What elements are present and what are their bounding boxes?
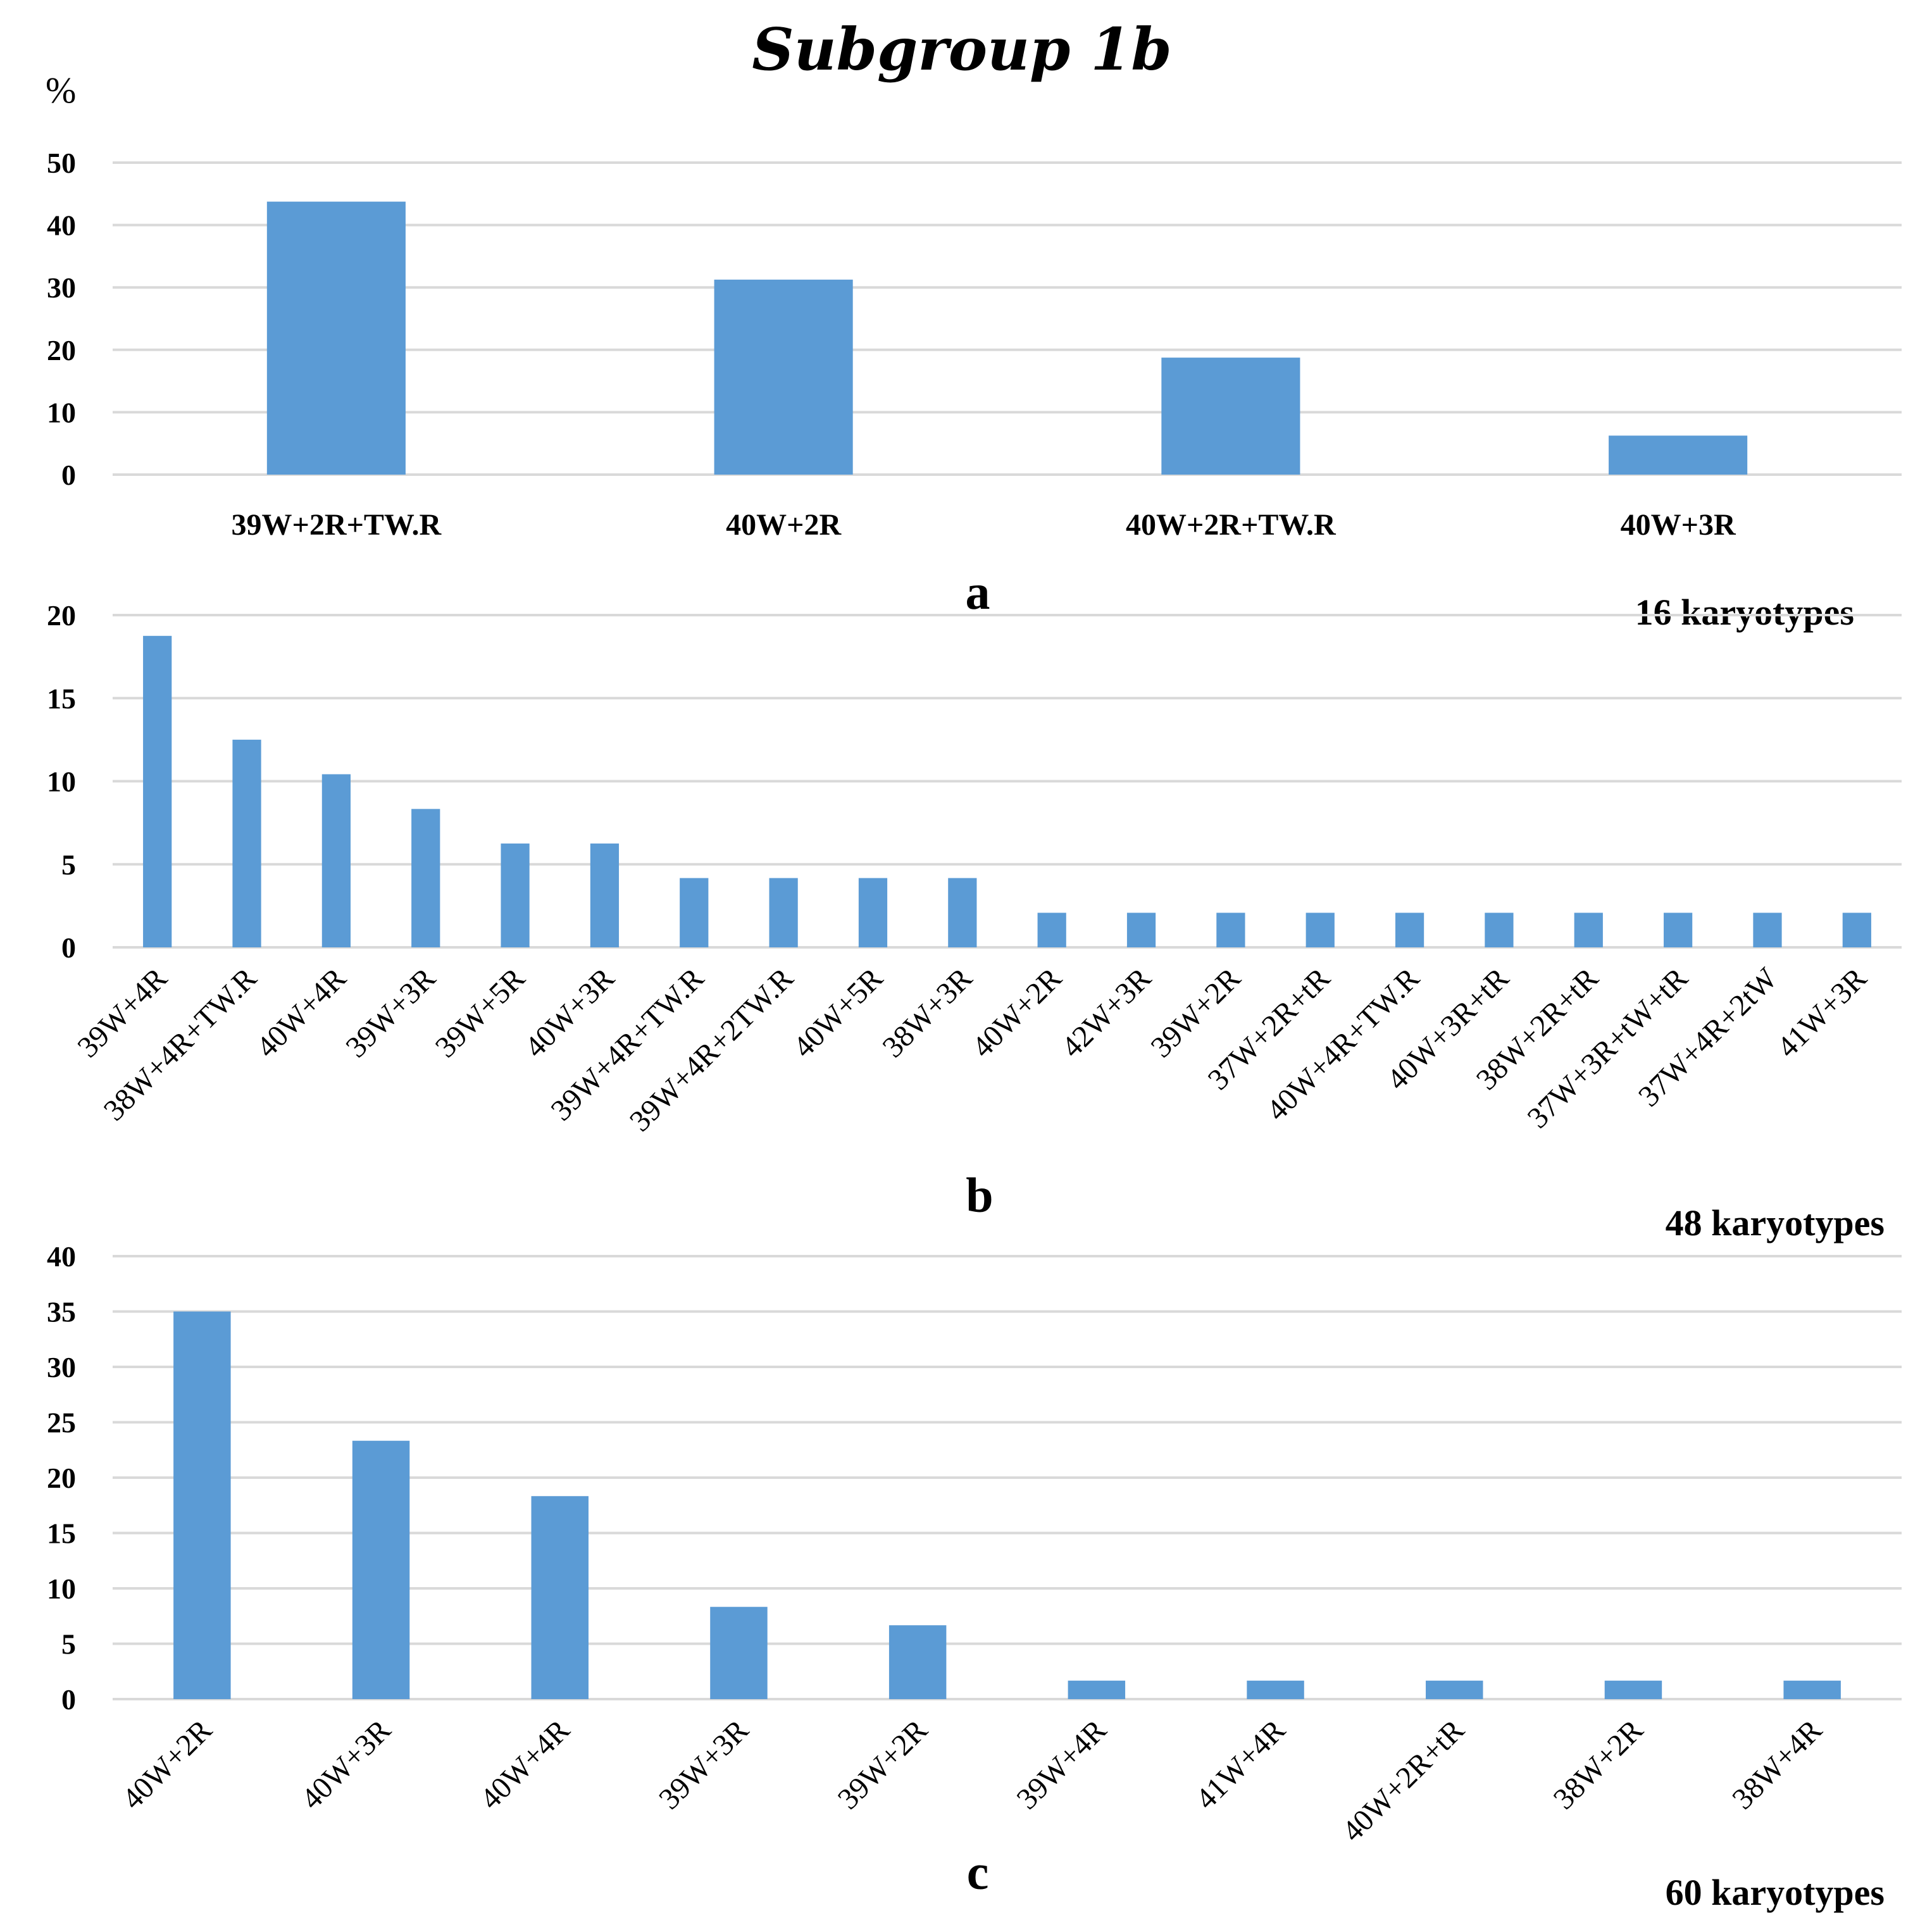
bar (1574, 913, 1603, 947)
x-tick-label: 40W+2R (966, 961, 1068, 1064)
y-tick-label: 0 (61, 459, 76, 491)
bar (590, 843, 620, 947)
y-tick-label: 15 (47, 1518, 76, 1550)
y-tick-label: 20 (47, 599, 76, 632)
y-tick-label: 5 (61, 1628, 76, 1661)
bar (1426, 1680, 1483, 1699)
y-tick-label: 35 (47, 1296, 76, 1328)
x-tick-label: 40W+3R (295, 1713, 397, 1816)
y-tick-label: 15 (47, 682, 76, 714)
x-tick-label: 39W+4R+TW.R (544, 961, 710, 1127)
y-tick-label: 0 (61, 1683, 76, 1716)
bar (1161, 358, 1300, 475)
y-tick-label: 10 (47, 396, 76, 428)
bar (888, 1625, 947, 1699)
x-tick-label: 40W+2R (116, 1713, 218, 1816)
bar (1664, 913, 1693, 947)
bar (1842, 913, 1871, 947)
bar (352, 1440, 410, 1699)
y-tick-label: 10 (47, 766, 76, 798)
panel-c-chart: 0 5 10 15 20 25 30 35 40 40W+2R 40W+3R 40W+4R 39W+3R… (47, 1240, 1902, 1848)
panel-b-chart: 0510152039W+4R38W+4R+TW.R40W+4R39W+3R39W… (47, 599, 1902, 1138)
x-tick-label: 39W+2R+TW.R (232, 508, 442, 542)
y-tick-label: 5 (61, 849, 76, 881)
x-tick-label: 37W+3R+tW+tR (1521, 961, 1694, 1135)
x-tick-label: 38W+2R (1547, 1713, 1650, 1816)
bar (1485, 913, 1514, 947)
x-tick-label: 40W+2R+TW.R (1126, 508, 1337, 542)
bar (1126, 913, 1156, 947)
y-tick-label: 50 (47, 147, 76, 179)
bar (266, 201, 406, 475)
panel-c-letter: c (967, 1845, 989, 1900)
bar (714, 279, 853, 475)
bar (321, 774, 351, 947)
bar (1037, 913, 1066, 947)
bar (1753, 913, 1782, 947)
bar (143, 635, 172, 947)
x-tick-label: 39W+3R (339, 961, 442, 1064)
panel-a-count: 16 karyotypes (1635, 592, 1854, 633)
y-tick-label: 25 (47, 1407, 76, 1439)
bar (710, 1607, 768, 1699)
y-tick-label: 30 (47, 271, 76, 304)
bar (1783, 1680, 1841, 1699)
x-tick-label: 40W+4R+TW.R (1260, 961, 1426, 1127)
bar (1604, 1680, 1662, 1699)
y-tick-label: 30 (47, 1351, 76, 1383)
bar (411, 809, 440, 947)
y-tick-label: 40 (47, 209, 76, 242)
bar (1247, 1680, 1304, 1699)
y-tick-label: 20 (47, 1462, 76, 1494)
x-tick-label: 38W+4R+TW.R (97, 961, 263, 1127)
x-tick-label: 42W+3R (1055, 961, 1157, 1064)
panel-c-count: 60 karyotypes (1666, 1872, 1885, 1913)
x-tick-label: 40W+5R (787, 961, 889, 1064)
panel-a-chart: 0 10 20 30 40 50 39W+2R+TW.R 40W+2R 40W+2R+TW.R 4… (47, 147, 1902, 542)
figure-title: Subgroup 1b (752, 15, 1171, 84)
bar (858, 878, 888, 947)
bar (173, 1311, 231, 1699)
x-tick-label: 40W+3R (1621, 508, 1736, 542)
x-tick-label: 38W+4R (1726, 1713, 1828, 1816)
bar (1609, 435, 1748, 475)
bar (1395, 913, 1424, 947)
x-tick-label: 41W+3R (1771, 961, 1873, 1064)
bar (232, 739, 261, 947)
x-tick-label: 39W+4R+2TW.R (623, 961, 800, 1138)
x-tick-label: 39W+2R (832, 1713, 934, 1816)
y-tick-label: 0 (61, 932, 76, 964)
x-tick-label: 39W+4R (1010, 1713, 1112, 1816)
x-tick-label: 39W+3R (652, 1713, 755, 1816)
bar (531, 1496, 589, 1699)
bar (1068, 1680, 1126, 1699)
x-tick-label: 39W+5R (429, 961, 532, 1064)
y-tick-label: 40 (47, 1240, 76, 1273)
bar (948, 878, 977, 947)
bar (1216, 913, 1245, 947)
bar (501, 843, 530, 947)
y-tick-label: 10 (47, 1573, 76, 1605)
x-tick-label: 40W+4R (473, 1713, 576, 1816)
panel-a-letter: a (966, 564, 990, 620)
panel-b-count: 48 karyotypes (1666, 1202, 1885, 1243)
x-tick-label: 40W+4R (250, 961, 352, 1064)
x-tick-label: 40W+2R (726, 508, 842, 542)
bar (1306, 913, 1335, 947)
panel-b-letter: b (966, 1168, 993, 1223)
bar (769, 878, 798, 947)
x-tick-label: 41W+4R (1189, 1713, 1292, 1816)
x-tick-label: 38W+3R (876, 961, 978, 1064)
y-tick-label: 20 (47, 334, 76, 366)
y-unit-label: % (46, 70, 76, 111)
bar (680, 878, 709, 947)
x-tick-label: 40W+2R+tR (1336, 1713, 1471, 1848)
